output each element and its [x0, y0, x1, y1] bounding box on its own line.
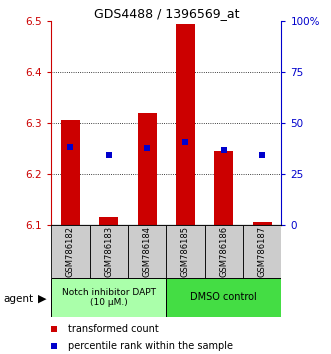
Bar [61, 120, 80, 225]
Bar [51, 278, 166, 317]
Text: GSM786187: GSM786187 [258, 226, 267, 277]
Bar [51, 225, 90, 278]
Text: GSM786186: GSM786186 [219, 226, 228, 277]
Bar [166, 225, 205, 278]
Bar [166, 278, 281, 317]
Text: agent: agent [3, 294, 33, 304]
Text: GSM786184: GSM786184 [143, 226, 152, 277]
Bar [176, 24, 195, 225]
Bar [214, 151, 233, 225]
Bar [253, 222, 272, 225]
Title: GDS4488 / 1396569_at: GDS4488 / 1396569_at [94, 7, 239, 20]
Bar [243, 225, 281, 278]
Text: DMSO control: DMSO control [190, 292, 257, 302]
Text: ▶: ▶ [38, 294, 47, 304]
Bar [99, 217, 118, 225]
Text: GSM786185: GSM786185 [181, 226, 190, 277]
Text: GSM786182: GSM786182 [66, 226, 75, 277]
Text: Notch inhibitor DAPT
(10 μM.): Notch inhibitor DAPT (10 μM.) [62, 288, 156, 307]
Bar [90, 225, 128, 278]
Text: transformed count: transformed count [69, 324, 159, 333]
Bar [205, 225, 243, 278]
Text: percentile rank within the sample: percentile rank within the sample [69, 341, 233, 351]
Bar [128, 225, 166, 278]
Bar [138, 113, 157, 225]
Text: GSM786183: GSM786183 [104, 226, 113, 277]
